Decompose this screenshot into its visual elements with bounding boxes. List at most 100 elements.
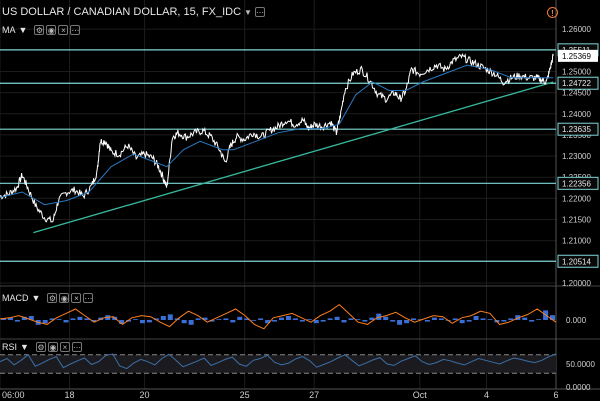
caret-down-icon[interactable]: ▼ [244, 7, 252, 17]
macd-histogram-bar [466, 320, 472, 322]
macd-histogram-bar [522, 317, 528, 320]
macd-histogram-bar [306, 319, 312, 320]
level-label-box [557, 254, 599, 268]
macd-histogram-bar [438, 318, 444, 320]
macd-histogram-bar [383, 316, 389, 320]
rsi-legend: RSI ▼ ⚙ ◉ × ⋯ [2, 342, 82, 352]
macd-histogram-bar [550, 315, 556, 320]
close-icon[interactable]: × [71, 293, 82, 303]
macd-histogram-bar [42, 320, 48, 324]
eye-icon[interactable]: ◉ [59, 293, 70, 303]
macd-histogram-bar [390, 320, 396, 322]
price-tick-label: 1.25000 [562, 67, 591, 76]
macd-histogram-bar [216, 319, 222, 320]
macd-histogram-bar [487, 319, 493, 320]
time-tick-label: 25 [240, 390, 250, 400]
macd-histogram-bar [327, 318, 333, 320]
macd-histogram-bar [299, 320, 305, 322]
more-icon[interactable]: ⋯ [254, 7, 265, 17]
macd-histogram-bar [480, 318, 486, 320]
macd-tick-label: 0.000 [566, 316, 587, 325]
symbol-header: US DOLLAR / CANADIAN DOLLAR, 15, FX_IDC … [2, 6, 265, 18]
macd-histogram-bar [536, 319, 542, 320]
macd-histogram-bar [452, 318, 458, 320]
ma-line [0, 64, 554, 206]
price-tick-label: 1.24000 [562, 110, 591, 119]
caret-down-icon[interactable]: ▼ [20, 342, 29, 352]
ma-legend: MA ▼ ⚙ ◉ × ⋯ [2, 25, 81, 35]
macd-histogram-bar [320, 320, 326, 322]
macd-histogram-bar [153, 318, 159, 320]
settings-icon[interactable]: ⚙ [34, 25, 45, 35]
rsi-label[interactable]: RSI [2, 342, 18, 352]
level-label: 1.23635 [562, 125, 591, 134]
macd-label[interactable]: MACD [2, 293, 29, 303]
price-tick-label: 1.26000 [562, 25, 591, 34]
time-tick-label: 4 [484, 390, 489, 400]
macd-histogram-bar [230, 320, 236, 323]
macd-histogram-bar [91, 320, 97, 322]
ma-label[interactable]: MA [2, 25, 16, 35]
macd-histogram-bar [348, 318, 354, 320]
macd-histogram-bar [369, 317, 375, 320]
more-icon[interactable]: ⋯ [70, 25, 81, 35]
macd-histogram-bar [459, 320, 465, 324]
close-icon[interactable]: × [59, 342, 70, 352]
level-label: 1.20514 [562, 257, 591, 266]
rsi-tick-label: 50.0000 [566, 360, 595, 369]
macd-legend: MACD ▼ ⚙ ◉ × ⋯ [2, 293, 94, 303]
rsi-line [0, 353, 557, 370]
macd-histogram-bar [397, 320, 403, 325]
macd-pane [0, 303, 557, 330]
macd-histogram-bar [292, 318, 298, 320]
more-icon[interactable]: ⋯ [71, 342, 82, 352]
eye-icon[interactable]: ◉ [47, 342, 58, 352]
price-tick-label: 1.21500 [562, 216, 591, 225]
alert-circle-icon[interactable]: ! [547, 7, 558, 18]
caret-down-icon[interactable]: ▼ [31, 293, 41, 303]
macd-histogram-bar [473, 316, 479, 320]
price-tick-label: 1.23000 [562, 152, 591, 161]
time-axis: 06:00 18 20 25 27 Oct 4 6 [2, 390, 559, 400]
macd-histogram-bar [119, 320, 125, 324]
macd-histogram-bar [404, 320, 410, 324]
caret-down-icon[interactable]: ▼ [18, 25, 28, 35]
macd-histogram-bar [362, 320, 368, 322]
time-tick-label: 18 [64, 390, 74, 400]
macd-histogram-bar [272, 320, 278, 322]
macd-histogram-bar [334, 316, 340, 320]
symbol-title[interactable]: US DOLLAR / CANADIAN DOLLAR, 15, FX_IDC [2, 6, 242, 18]
time-tick-label: 6 [553, 390, 558, 400]
macd-signal-line [0, 303, 557, 330]
macd-histogram-bar [424, 320, 430, 322]
macd-histogram-bar [237, 316, 243, 320]
macd-histogram-bar [63, 320, 69, 323]
macd-histogram-bar [355, 319, 361, 320]
more-icon[interactable]: ⋯ [83, 293, 94, 303]
trendline-segment [33, 81, 554, 234]
macd-histogram-bar [14, 320, 20, 322]
macd-histogram-bar [126, 320, 132, 322]
time-tick-label: Oct [413, 390, 428, 400]
macd-histogram-bar [77, 316, 83, 320]
eye-icon[interactable]: ◉ [46, 25, 57, 35]
settings-icon[interactable]: ⚙ [35, 342, 46, 352]
level-label-box [557, 176, 599, 190]
macd-histogram-bar [188, 320, 194, 325]
macd-histogram-bar [70, 318, 76, 320]
macd-histogram-bar [28, 316, 34, 320]
macd-histogram-bar [251, 320, 257, 321]
macd-histogram-bar [529, 320, 535, 322]
settings-icon[interactable]: ⚙ [47, 293, 58, 303]
macd-histogram-bar [56, 319, 62, 320]
macd-histogram-bar [160, 316, 166, 320]
macd-histogram-bar [209, 320, 215, 322]
current-price-label: 1.25369 [562, 52, 591, 61]
macd-histogram-bar [0, 318, 6, 320]
horizontal-levels [0, 49, 556, 262]
close-icon[interactable]: × [58, 25, 69, 35]
macd-histogram-bar [133, 319, 139, 320]
price-line [0, 53, 554, 223]
price-axis: 1.260001.250001.245001.240001.235001.230… [557, 25, 599, 392]
